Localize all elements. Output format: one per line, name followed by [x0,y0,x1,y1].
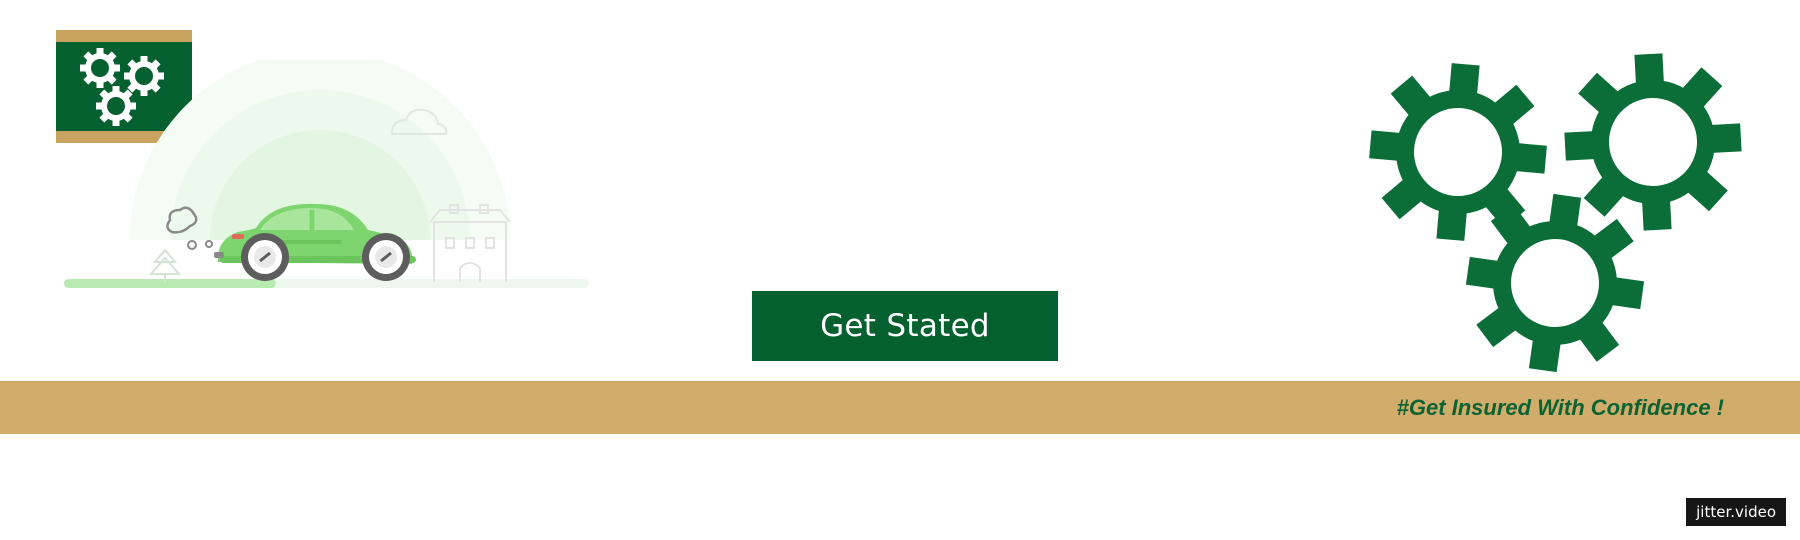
slogan-banner: #Get Insured With Confidence ! [0,381,1800,434]
watermark-badge[interactable]: jitter.video [1686,498,1786,526]
gears-icon [1362,49,1746,380]
slogan-text: #Get Insured With Confidence ! [1396,395,1724,420]
car-icon [60,60,600,300]
get-started-button[interactable]: Get Stated [752,291,1058,361]
gears-logo-icon [56,30,192,143]
